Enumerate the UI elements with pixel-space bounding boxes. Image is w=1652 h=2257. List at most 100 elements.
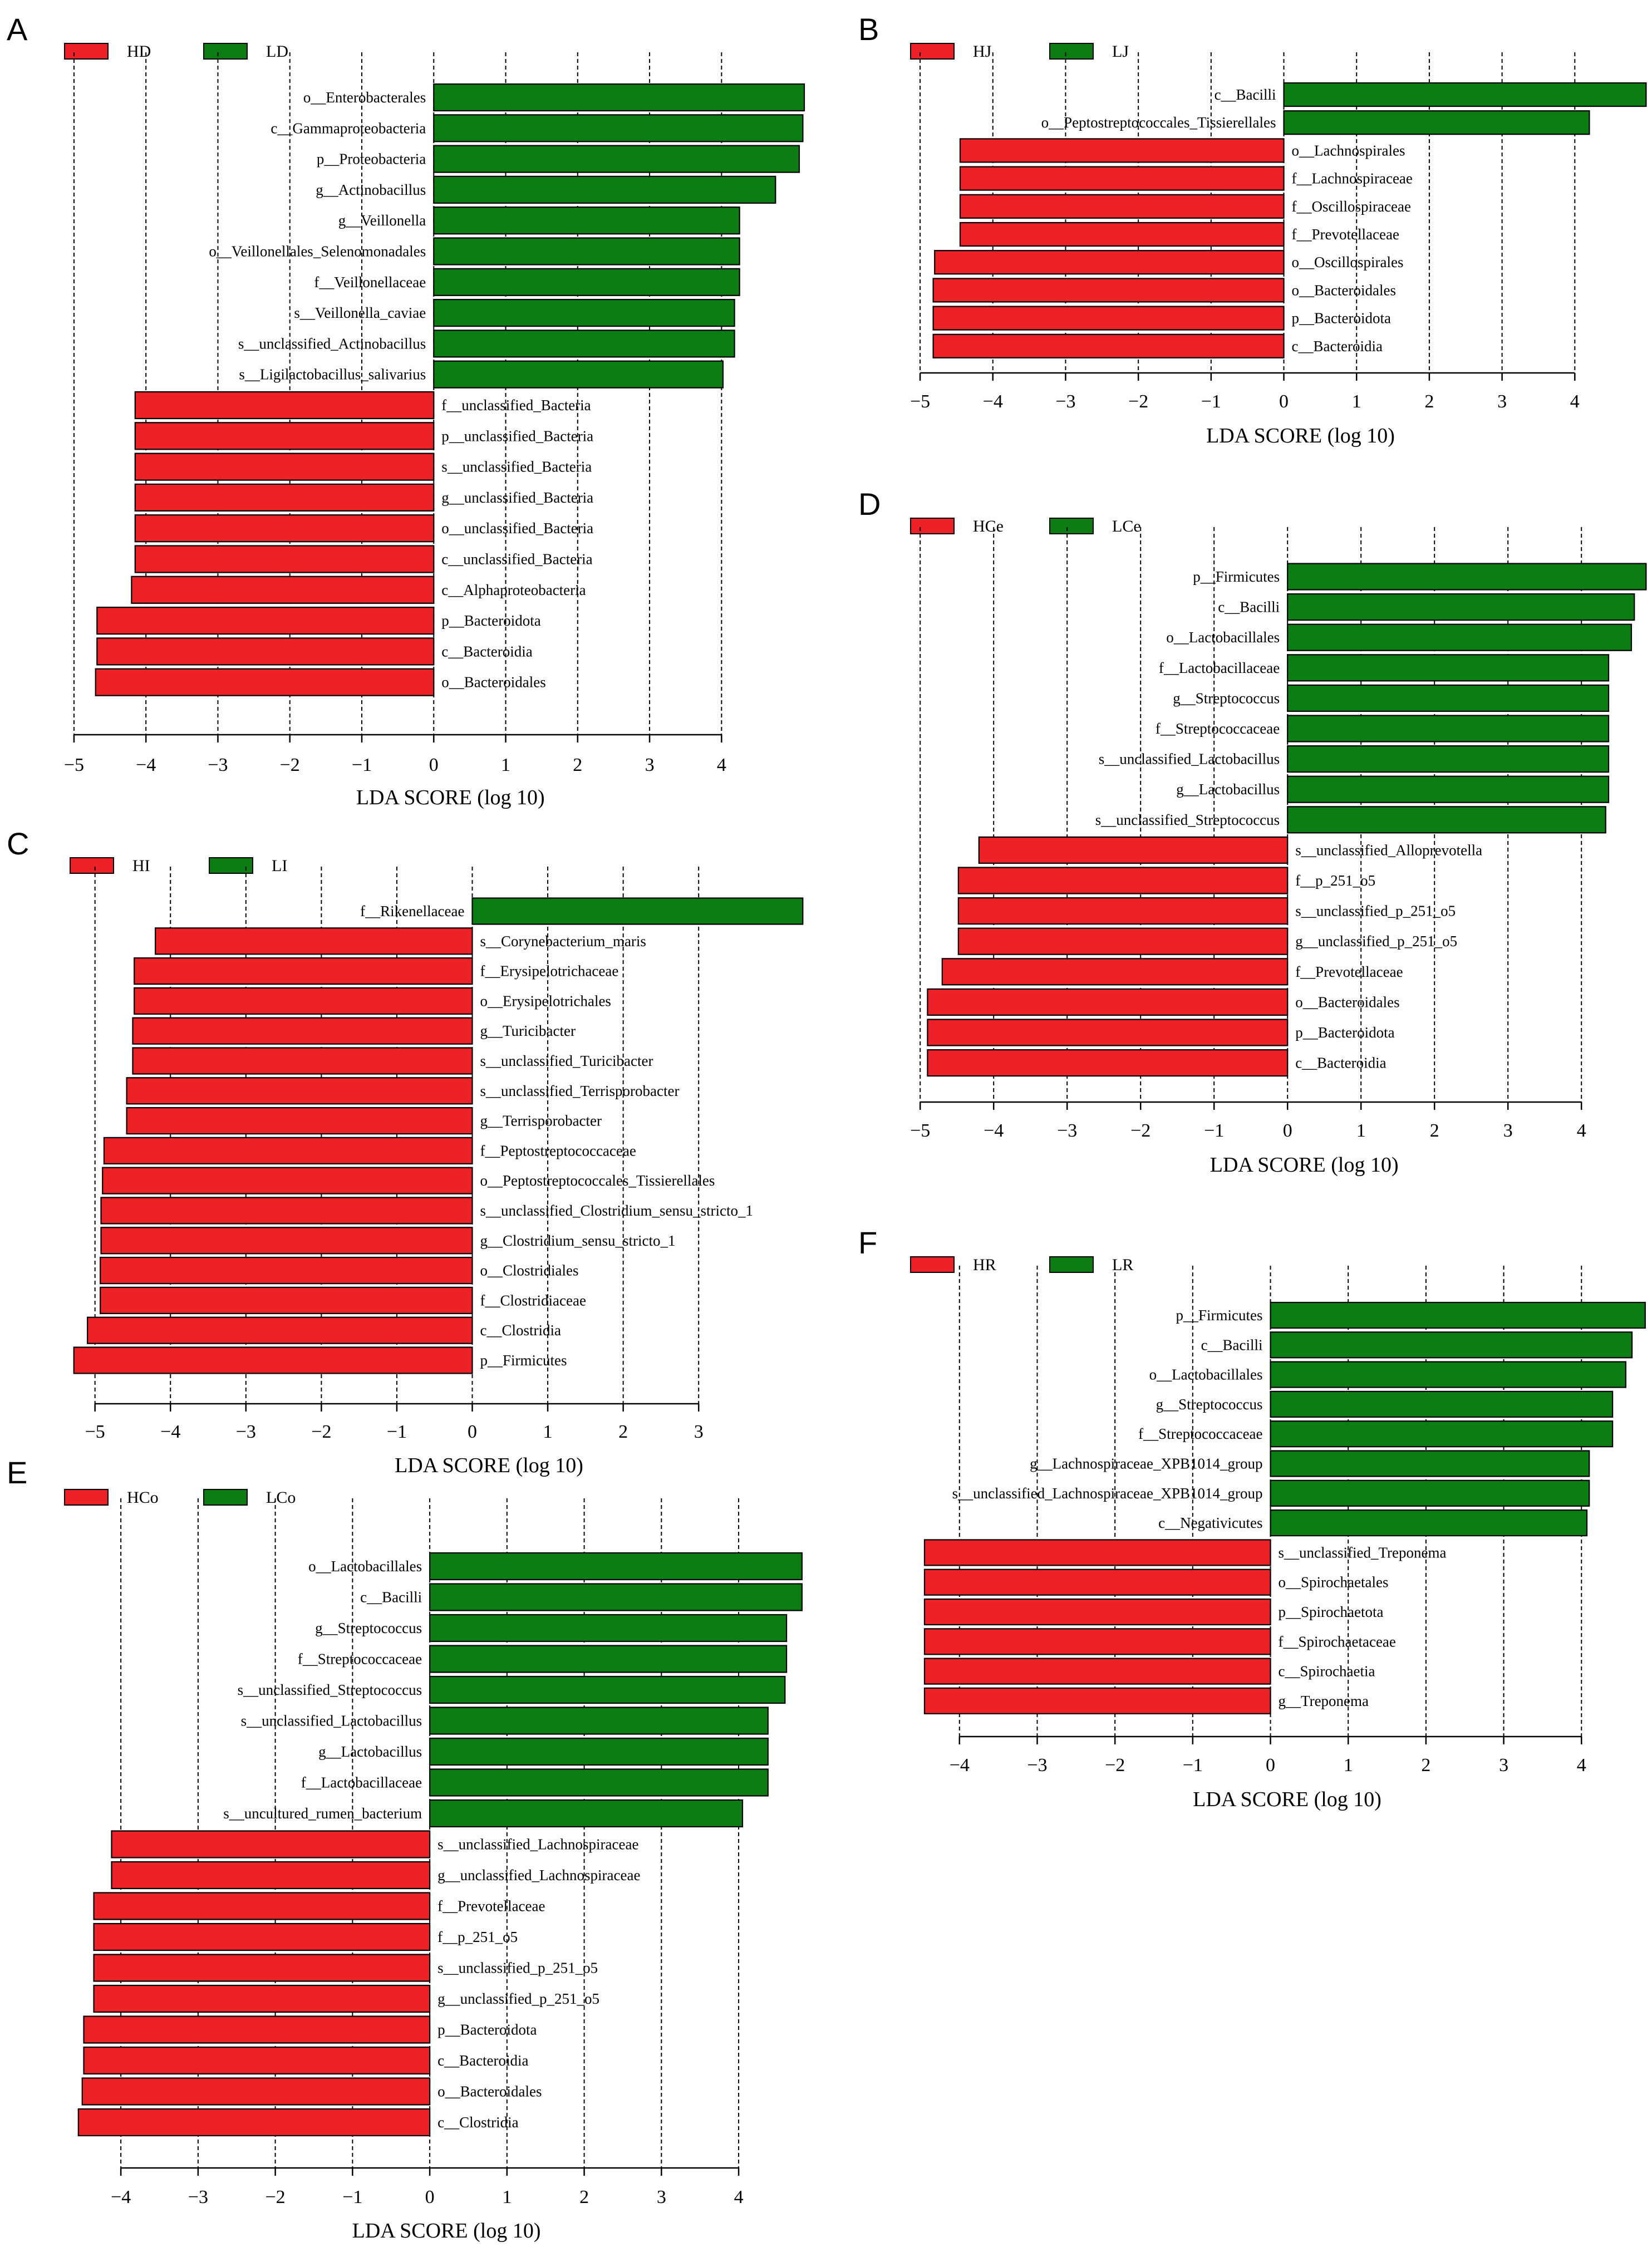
bar-label: g__unclassified_Lachnospiraceae bbox=[437, 1867, 640, 1884]
bar bbox=[1287, 563, 1647, 591]
bar bbox=[100, 1286, 473, 1314]
panel-c: C HI LI f__Rikenellaceae s__Corynebacterium_… bbox=[7, 826, 804, 1477]
bar bbox=[932, 333, 1285, 358]
bar bbox=[1283, 110, 1590, 135]
bar bbox=[1287, 684, 1610, 712]
x-tick-label: 3 bbox=[657, 2187, 666, 2207]
bar-label: c__Bacteroidia bbox=[437, 2052, 528, 2069]
bar-label: c__Bacilli bbox=[360, 1589, 422, 1606]
bar-label: f__unclassified_Bacteria bbox=[441, 397, 591, 414]
bar-label: o__Lactobacillales bbox=[308, 1558, 422, 1575]
bar-label: g__unclassified_p_251_o5 bbox=[1295, 933, 1457, 950]
bar bbox=[1287, 715, 1610, 743]
bar bbox=[103, 1137, 473, 1165]
bar-label: g__Streptococcus bbox=[1156, 1396, 1263, 1413]
x-tick-label: 0 bbox=[1279, 391, 1289, 412]
bar bbox=[134, 422, 435, 450]
bar bbox=[1270, 1479, 1590, 1507]
bar-label: o__Lactobacillales bbox=[1149, 1366, 1263, 1383]
legend-label-l: LI bbox=[272, 857, 287, 875]
bar bbox=[87, 1316, 473, 1344]
bar bbox=[433, 360, 724, 389]
bar-label: s__unclassified_Alloprevotella bbox=[1295, 842, 1482, 858]
panel-f: F HR LR p__Firmicutes c__Bacilli o__Lactobaci… bbox=[858, 1225, 1646, 1811]
bar bbox=[155, 927, 473, 955]
x-tick-label: 0 bbox=[429, 755, 439, 775]
x-tick-label: 2 bbox=[1424, 391, 1434, 412]
bar-label: f__Peptostreptococcaceae bbox=[480, 1142, 636, 1159]
bar-label: o__Enterobacterales bbox=[303, 89, 426, 106]
bar bbox=[134, 545, 435, 573]
bar bbox=[959, 222, 1285, 247]
bar-label: s__unclassified_Actinobacillus bbox=[238, 335, 426, 352]
bar-label: c__Bacteroidia bbox=[1292, 338, 1383, 355]
bar bbox=[102, 1167, 473, 1194]
bar-label: c__unclassified_Bacteria bbox=[441, 551, 592, 568]
x-tick-label: 1 bbox=[501, 755, 510, 775]
bar bbox=[429, 1614, 788, 1643]
x-tick-label: 1 bbox=[543, 1422, 553, 1442]
legend-label-l: LJ bbox=[1112, 42, 1129, 61]
bar bbox=[923, 1539, 1271, 1566]
x-tick-label: −1 bbox=[1204, 1120, 1224, 1141]
bar bbox=[83, 2046, 431, 2075]
bar-label: o__unclassified_Bacteria bbox=[441, 520, 593, 537]
x-tick-label: −1 bbox=[342, 2187, 362, 2207]
bar bbox=[923, 1568, 1271, 1596]
bar-label: s__unclassified_Turicibacter bbox=[480, 1053, 653, 1069]
legend-label-h: HJ bbox=[973, 42, 992, 61]
bar bbox=[978, 836, 1289, 864]
bar bbox=[131, 576, 435, 604]
bar bbox=[83, 2015, 431, 2044]
bar-label: s__unclassified_Lachnospiraceae bbox=[437, 1836, 638, 1853]
x-tick-label: 4 bbox=[1577, 1755, 1586, 1776]
bar bbox=[429, 1737, 769, 1766]
bar bbox=[132, 1017, 473, 1045]
bar bbox=[433, 175, 776, 204]
bar-label: p__Bacteroidota bbox=[437, 2022, 537, 2038]
x-tick-label: 2 bbox=[1430, 1120, 1439, 1141]
bar-label: g__Clostridium_sensu_stricto_1 bbox=[480, 1232, 676, 1249]
bar-label: c__Negativicutes bbox=[1158, 1514, 1262, 1531]
bar bbox=[429, 1645, 788, 1673]
bar bbox=[433, 330, 735, 358]
bar-label: s__unclassified_Streptococcus bbox=[1095, 812, 1280, 828]
bar-label: o__Veillonellales_Selenomonadales bbox=[209, 243, 426, 260]
bar-label: f__p_251_o5 bbox=[1295, 872, 1375, 889]
bar bbox=[1270, 1509, 1588, 1537]
panel-b: B HJ LJ c__Bacilli o__Peptostreptococcales_T… bbox=[858, 12, 1647, 448]
x-tick-label: −3 bbox=[188, 2187, 208, 2207]
x-tick-label: −1 bbox=[1183, 1755, 1203, 1776]
bar-label: s__unclassified_Lactobacillus bbox=[1099, 751, 1280, 768]
bar bbox=[941, 958, 1289, 986]
bar-label: p__Bacteroidota bbox=[1292, 310, 1391, 327]
x-tick-label: 0 bbox=[1266, 1755, 1275, 1776]
panel-a: A HD LD o__Enterobacterales c__Gammaproteoba… bbox=[7, 12, 805, 809]
legend-swatch-l bbox=[203, 1489, 248, 1506]
panel-letter: B bbox=[858, 12, 879, 47]
legend-label-l: LCe bbox=[1112, 517, 1141, 535]
bar-label: s__unclassified_p_251_o5 bbox=[437, 1960, 598, 1976]
x-axis-title: LDA SCORE (log 10) bbox=[1193, 1788, 1381, 1811]
bar bbox=[959, 194, 1285, 219]
bar bbox=[96, 606, 435, 635]
bar-label: o__Peptostreptococcales_Tissierellales bbox=[480, 1172, 715, 1189]
bar bbox=[93, 1954, 431, 1982]
bar bbox=[1287, 654, 1610, 682]
bar bbox=[923, 1598, 1271, 1626]
bar bbox=[957, 897, 1289, 925]
bar bbox=[927, 988, 1289, 1016]
legend-swatch-l bbox=[1049, 518, 1094, 534]
bar bbox=[957, 927, 1289, 955]
bar-label: p__Firmicutes bbox=[480, 1352, 567, 1369]
bar bbox=[1287, 745, 1610, 773]
bar bbox=[134, 514, 435, 543]
legend-label-h: HI bbox=[132, 857, 150, 875]
bar bbox=[100, 1197, 473, 1225]
bar bbox=[923, 1628, 1271, 1655]
bar bbox=[932, 278, 1285, 303]
x-tick-label: −3 bbox=[236, 1422, 256, 1442]
legend-swatch-l bbox=[1049, 1256, 1094, 1273]
x-tick-label: 1 bbox=[1356, 1120, 1366, 1141]
bar bbox=[433, 237, 740, 265]
